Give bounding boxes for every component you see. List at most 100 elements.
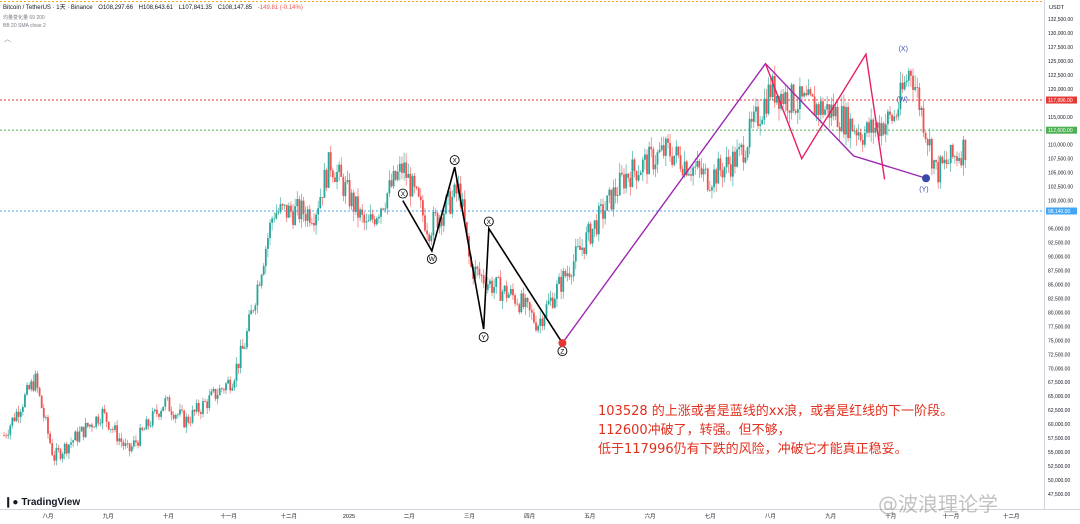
candle-body bbox=[614, 187, 617, 196]
x-tick-label: 三月 bbox=[464, 513, 475, 520]
candle-body bbox=[336, 171, 338, 182]
candle-body bbox=[57, 448, 60, 450]
candle-body bbox=[767, 84, 770, 114]
candle-body bbox=[451, 196, 454, 214]
candle-body bbox=[759, 124, 762, 127]
candle-body bbox=[145, 419, 148, 430]
candle-body bbox=[241, 345, 244, 349]
candle-body bbox=[740, 144, 743, 148]
y-tick-label: 70,000.00 bbox=[1048, 366, 1070, 372]
candle-body bbox=[903, 82, 906, 90]
symbol-title[interactable]: Bitcoin / TetherUS · 1天 · Binance bbox=[3, 5, 93, 11]
candle-body bbox=[646, 154, 648, 175]
candle-body bbox=[683, 161, 686, 176]
candle-body bbox=[625, 173, 627, 189]
candle-body bbox=[895, 116, 898, 118]
candle-body bbox=[688, 174, 690, 176]
candle-body bbox=[357, 196, 359, 218]
candle-body bbox=[407, 173, 410, 178]
x-tick-label: 十一月 bbox=[943, 512, 960, 520]
candle-body bbox=[392, 170, 395, 187]
y-tick-label: 75,000.00 bbox=[1048, 338, 1070, 344]
candle-body bbox=[363, 214, 366, 223]
candle-body bbox=[585, 232, 588, 254]
candle-body bbox=[323, 169, 326, 198]
candle-body bbox=[884, 124, 887, 135]
candle-body bbox=[805, 93, 808, 96]
candle-body bbox=[813, 96, 816, 116]
candle-body bbox=[738, 147, 741, 150]
candle-body bbox=[857, 132, 860, 136]
candle-body bbox=[63, 443, 66, 454]
candle-body bbox=[174, 415, 177, 419]
tradingview-logo: ❙● TradingView bbox=[4, 497, 81, 508]
indicator-volume[interactable]: 均量变化量 69 200 bbox=[3, 15, 45, 21]
candle-body bbox=[118, 438, 121, 442]
candle-body bbox=[214, 388, 217, 399]
candle-body bbox=[501, 291, 504, 301]
candle-body bbox=[193, 409, 196, 412]
candle-body bbox=[367, 220, 370, 222]
candle-body bbox=[656, 152, 659, 165]
candle-body bbox=[334, 177, 336, 182]
candle-body bbox=[694, 166, 697, 168]
candle-body bbox=[252, 310, 255, 312]
y-tick-label: 82,500.00 bbox=[1048, 296, 1070, 302]
candle-body bbox=[130, 446, 133, 452]
wave-label-x-4-ring bbox=[483, 216, 494, 227]
candle-body bbox=[166, 397, 169, 399]
candle-body bbox=[681, 168, 684, 176]
candle-body bbox=[499, 277, 502, 301]
y-tick-label: 115,000.00 bbox=[1048, 115, 1073, 121]
candle-body bbox=[306, 209, 309, 221]
candle-body bbox=[120, 438, 123, 443]
candle-body bbox=[708, 190, 711, 191]
candle-body bbox=[706, 168, 709, 191]
candle-body bbox=[838, 127, 841, 132]
y-tick-label: 80,000.00 bbox=[1048, 310, 1070, 316]
watermark: @波浪理论学 bbox=[878, 492, 998, 516]
y-tick-label: 50,000.00 bbox=[1048, 478, 1070, 484]
candle-body bbox=[564, 270, 567, 277]
y-tick-label: 77,500.00 bbox=[1048, 324, 1070, 330]
candle-body bbox=[338, 164, 341, 172]
candle-body bbox=[24, 394, 26, 407]
candle-body bbox=[591, 228, 594, 244]
y-tick-label: 85,000.00 bbox=[1048, 282, 1070, 288]
candle-body bbox=[941, 156, 944, 164]
candle-body bbox=[172, 414, 175, 419]
candle-body bbox=[250, 310, 253, 315]
candle-body bbox=[886, 111, 889, 125]
candle-body bbox=[384, 208, 387, 210]
candle-body bbox=[208, 395, 211, 409]
candle-body bbox=[38, 387, 41, 396]
candle-body bbox=[474, 266, 477, 279]
candle-body bbox=[620, 172, 623, 175]
y-tick-label: 60,000.00 bbox=[1048, 422, 1070, 428]
chart-header: Bitcoin / TetherUS · 1天 · Binance O108,2… bbox=[3, 2, 307, 11]
candle-body bbox=[185, 416, 188, 428]
candle-body bbox=[717, 158, 720, 184]
candle-body bbox=[51, 443, 54, 456]
candle-body bbox=[951, 144, 954, 157]
candle-body bbox=[918, 87, 921, 111]
y-tick-label: 57,500.00 bbox=[1048, 436, 1070, 442]
candle-body bbox=[623, 174, 625, 189]
candle-body bbox=[616, 195, 619, 196]
candle-body bbox=[183, 410, 186, 428]
candle-body bbox=[962, 139, 965, 166]
candle-body bbox=[135, 440, 137, 443]
candle-body bbox=[618, 172, 621, 196]
collapse-icon[interactable]: ︿ bbox=[4, 36, 11, 43]
candle-body bbox=[294, 206, 297, 226]
candle-body bbox=[916, 87, 919, 88]
candle-body bbox=[551, 297, 554, 308]
candle-body bbox=[210, 391, 213, 396]
candle-body bbox=[116, 425, 119, 442]
indicator-bollinger[interactable]: BB 20 SMA close 2 bbox=[3, 23, 46, 29]
candle-body bbox=[430, 235, 433, 242]
candle-body bbox=[811, 94, 814, 97]
price-badge-label-98140: 98,140.00 bbox=[1048, 209, 1070, 215]
